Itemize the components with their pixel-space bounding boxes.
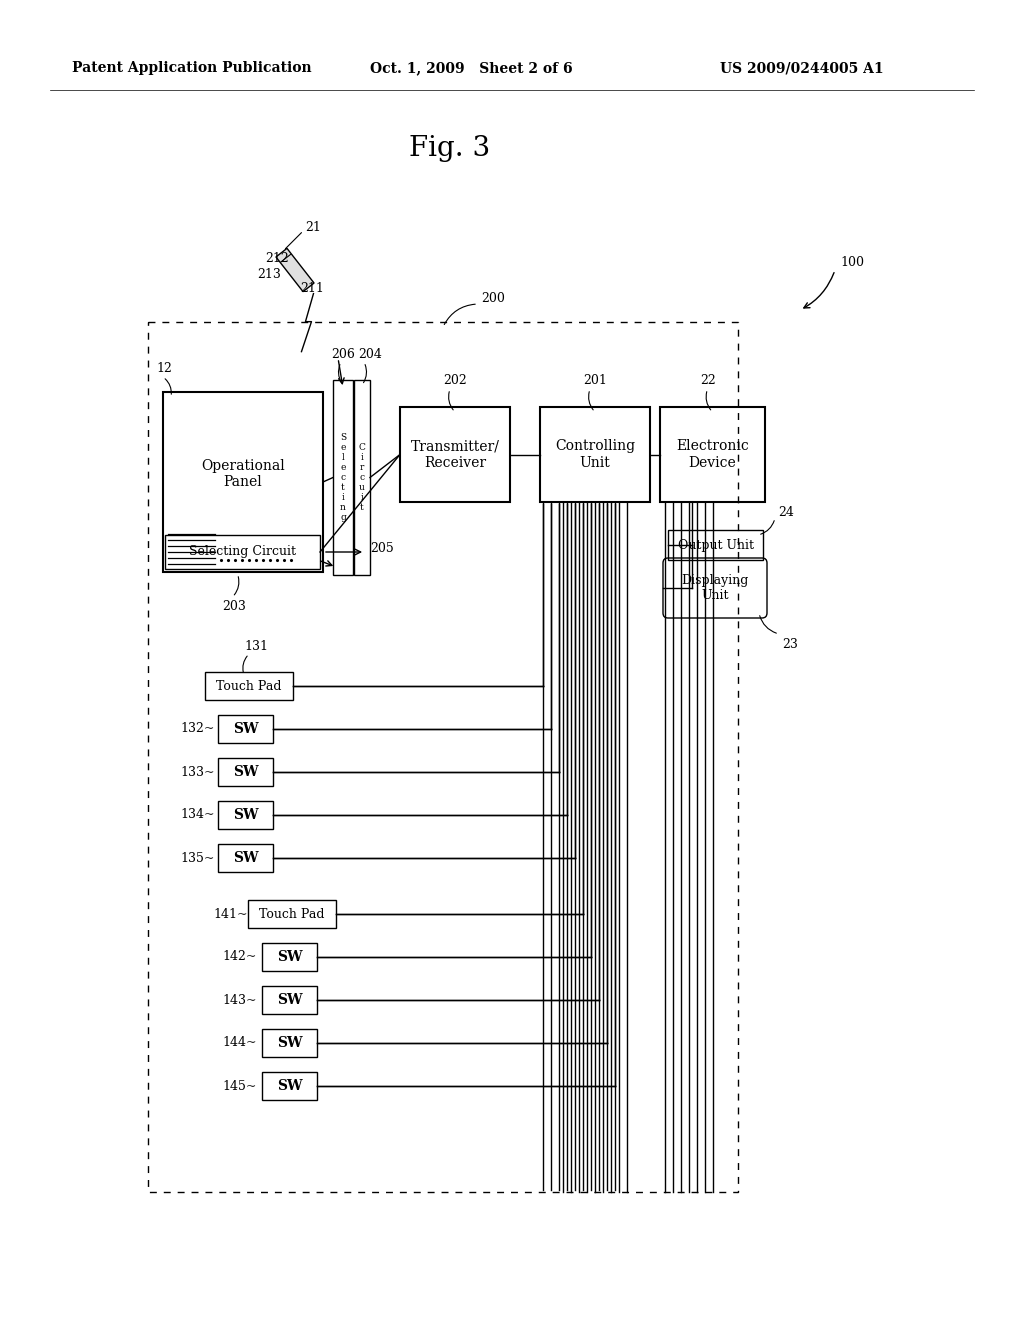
Bar — [262, 1072, 317, 1100]
Text: Transmitter/
Receiver: Transmitter/ Receiver — [411, 440, 500, 470]
Text: 205: 205 — [370, 541, 394, 554]
Text: 100: 100 — [840, 256, 864, 268]
Text: 201: 201 — [583, 374, 607, 387]
Bar — [262, 942, 317, 972]
Bar — [262, 986, 317, 1014]
Text: Patent Application Publication: Patent Application Publication — [72, 61, 311, 75]
Text: SW: SW — [232, 722, 258, 737]
Bar — [354, 380, 370, 576]
Text: 144~: 144~ — [222, 1036, 256, 1049]
Text: Oct. 1, 2009   Sheet 2 of 6: Oct. 1, 2009 Sheet 2 of 6 — [370, 61, 572, 75]
Text: 135~: 135~ — [180, 851, 214, 865]
Text: Output Unit: Output Unit — [678, 539, 754, 552]
Text: 145~: 145~ — [222, 1080, 256, 1093]
Text: Fig. 3: Fig. 3 — [410, 135, 490, 161]
Bar — [218, 801, 273, 829]
Text: 202: 202 — [443, 374, 467, 387]
Text: 213: 213 — [257, 268, 281, 281]
Text: 23: 23 — [782, 638, 798, 651]
Text: Selecting Circuit: Selecting Circuit — [189, 545, 296, 558]
Bar — [165, 535, 319, 569]
Text: Electronic
Device: Electronic Device — [676, 440, 749, 470]
Text: SW: SW — [232, 766, 258, 779]
Bar — [205, 672, 293, 700]
Bar — [660, 407, 765, 502]
Text: Touch Pad: Touch Pad — [259, 908, 325, 920]
Text: 131: 131 — [244, 639, 268, 652]
Bar — [248, 900, 336, 928]
Bar — [218, 758, 273, 785]
Text: SW: SW — [276, 950, 302, 964]
Text: 212: 212 — [265, 252, 289, 264]
Text: SW: SW — [276, 1036, 302, 1049]
Text: 21: 21 — [305, 222, 322, 234]
Text: Controlling
Unit: Controlling Unit — [555, 440, 635, 470]
Text: 143~: 143~ — [222, 994, 256, 1006]
Text: 133~: 133~ — [180, 766, 214, 779]
Polygon shape — [275, 248, 314, 292]
Text: 206: 206 — [331, 347, 355, 360]
Text: 200: 200 — [481, 292, 505, 305]
Text: SW: SW — [276, 1078, 302, 1093]
Bar — [218, 843, 273, 873]
Bar — [400, 407, 510, 502]
Bar — [262, 1030, 317, 1057]
Text: 203: 203 — [222, 601, 247, 614]
Text: SW: SW — [276, 993, 302, 1007]
Text: C
i
r
c
u
i
t: C i r c u i t — [358, 442, 366, 512]
Text: 141~: 141~ — [213, 908, 248, 920]
Bar — [163, 392, 323, 572]
Bar — [333, 380, 353, 576]
Text: SW: SW — [232, 808, 258, 822]
Text: SW: SW — [232, 851, 258, 865]
Text: 12: 12 — [156, 363, 172, 375]
Bar — [540, 407, 650, 502]
Text: 211: 211 — [300, 281, 324, 294]
Text: 22: 22 — [700, 374, 716, 387]
Bar — [148, 322, 738, 1192]
Text: 134~: 134~ — [180, 808, 214, 821]
Text: 132~: 132~ — [180, 722, 214, 735]
Text: Touch Pad: Touch Pad — [216, 680, 282, 693]
Text: US 2009/0244005 A1: US 2009/0244005 A1 — [720, 61, 884, 75]
Bar — [668, 531, 763, 560]
Text: 142~: 142~ — [222, 950, 256, 964]
Text: Operational
Panel: Operational Panel — [201, 459, 285, 490]
Text: 204: 204 — [358, 347, 382, 360]
Bar — [218, 715, 273, 743]
Text: Displaying
Unit: Displaying Unit — [681, 574, 749, 602]
Text: S
e
l
e
c
t
i
n
g: S e l e c t i n g — [340, 433, 346, 523]
Text: 24: 24 — [778, 506, 794, 519]
